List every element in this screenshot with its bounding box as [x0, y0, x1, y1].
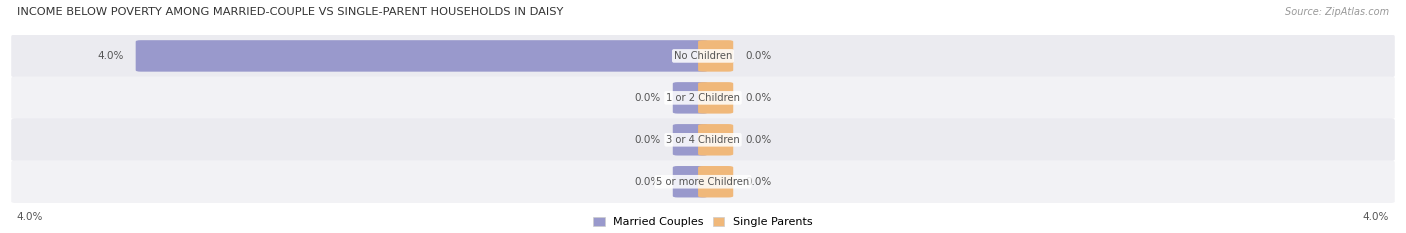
Text: 0.0%: 0.0%: [745, 177, 772, 187]
FancyBboxPatch shape: [697, 124, 734, 156]
FancyBboxPatch shape: [672, 82, 709, 113]
FancyBboxPatch shape: [672, 166, 709, 197]
Text: 0.0%: 0.0%: [634, 177, 661, 187]
Text: 3 or 4 Children: 3 or 4 Children: [666, 135, 740, 145]
Text: 0.0%: 0.0%: [634, 93, 661, 103]
Text: 0.0%: 0.0%: [745, 135, 772, 145]
Text: Source: ZipAtlas.com: Source: ZipAtlas.com: [1285, 7, 1389, 17]
Text: 0.0%: 0.0%: [634, 135, 661, 145]
FancyBboxPatch shape: [135, 40, 709, 72]
Text: INCOME BELOW POVERTY AMONG MARRIED-COUPLE VS SINGLE-PARENT HOUSEHOLDS IN DAISY: INCOME BELOW POVERTY AMONG MARRIED-COUPL…: [17, 7, 564, 17]
FancyBboxPatch shape: [697, 82, 734, 113]
Legend: Married Couples, Single Parents: Married Couples, Single Parents: [593, 217, 813, 227]
FancyBboxPatch shape: [11, 118, 1395, 161]
FancyBboxPatch shape: [11, 34, 1395, 77]
FancyBboxPatch shape: [11, 76, 1395, 119]
FancyBboxPatch shape: [672, 124, 709, 156]
FancyBboxPatch shape: [697, 40, 734, 72]
Text: 4.0%: 4.0%: [97, 51, 124, 61]
Text: 5 or more Children: 5 or more Children: [657, 177, 749, 187]
Text: No Children: No Children: [673, 51, 733, 61]
Text: 4.0%: 4.0%: [1362, 212, 1389, 222]
Text: 1 or 2 Children: 1 or 2 Children: [666, 93, 740, 103]
Text: 0.0%: 0.0%: [745, 51, 772, 61]
FancyBboxPatch shape: [11, 160, 1395, 203]
Text: 0.0%: 0.0%: [745, 93, 772, 103]
FancyBboxPatch shape: [697, 166, 734, 197]
Text: 4.0%: 4.0%: [17, 212, 44, 222]
